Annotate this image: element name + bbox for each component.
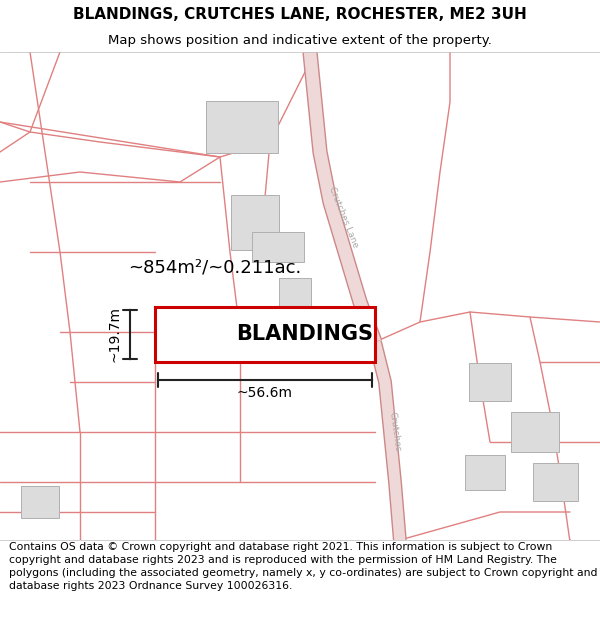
Text: ~19.7m: ~19.7m <box>107 306 121 362</box>
Bar <box>240 312 280 342</box>
Bar <box>511 412 559 452</box>
Bar <box>155 307 375 362</box>
Bar <box>469 363 511 401</box>
Bar <box>206 101 278 153</box>
Bar <box>279 278 311 306</box>
Text: Crutches: Crutches <box>388 411 403 452</box>
Text: BLANDINGS: BLANDINGS <box>236 324 373 344</box>
Bar <box>231 194 279 249</box>
Text: Crutches Lane: Crutches Lane <box>327 185 360 249</box>
Text: ~854m²/~0.211ac.: ~854m²/~0.211ac. <box>128 258 302 276</box>
Text: BLANDINGS, CRUTCHES LANE, ROCHESTER, ME2 3UH: BLANDINGS, CRUTCHES LANE, ROCHESTER, ME2… <box>73 7 527 22</box>
Bar <box>21 486 59 518</box>
Text: ~56.6m: ~56.6m <box>237 386 293 400</box>
Text: Contains OS data © Crown copyright and database right 2021. This information is : Contains OS data © Crown copyright and d… <box>9 542 598 591</box>
Bar <box>252 232 304 262</box>
Bar <box>533 463 577 501</box>
Bar <box>465 454 505 489</box>
Text: Map shows position and indicative extent of the property.: Map shows position and indicative extent… <box>108 34 492 47</box>
Bar <box>187 324 233 359</box>
